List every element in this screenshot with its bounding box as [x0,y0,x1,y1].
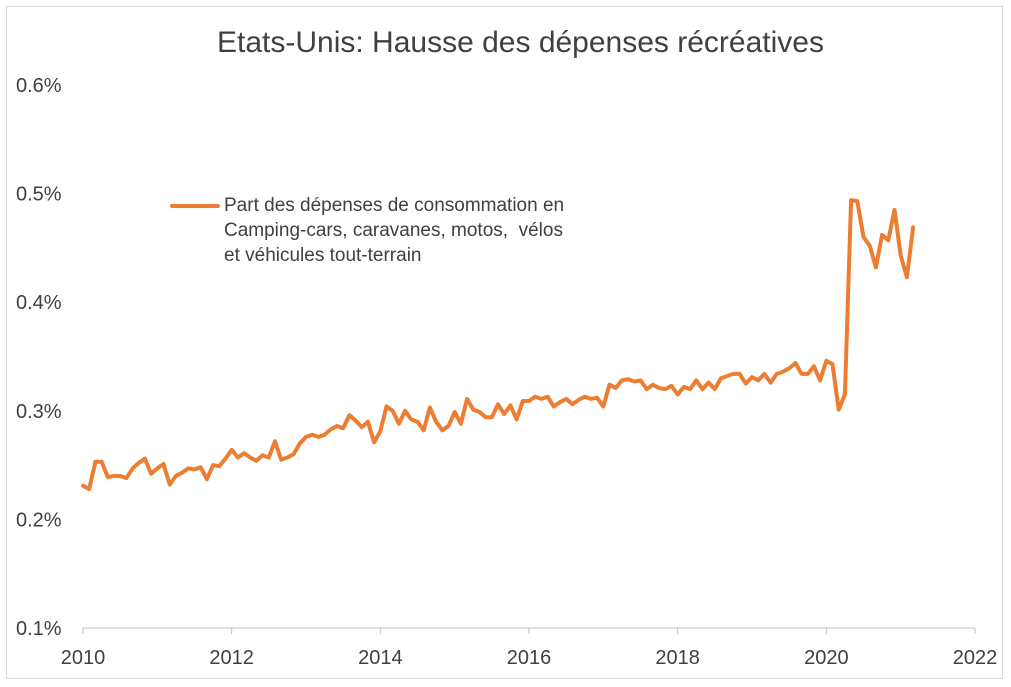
x-tick-label: 2012 [209,647,254,669]
chart-title: Etats-Unis: Hausse des dépenses récréati… [217,26,824,59]
legend-label-line: Camping-cars, caravanes, motos, vélos [224,220,563,241]
y-tick-label: 0.1% [16,618,62,640]
x-tick-label: 2022 [953,647,998,669]
legend-label: Part des dépenses de consommation en Cam… [224,193,624,268]
legend-swatch [170,204,220,208]
x-tick-label: 2014 [358,647,403,669]
chart-legend: Part des dépenses de consommation en Cam… [170,193,624,268]
y-tick-label: 0.4% [16,292,62,314]
y-tick-label: 0.3% [16,401,62,423]
series-line [81,198,916,491]
x-tick-label: 2018 [655,647,700,669]
chart-frame [6,6,1003,679]
x-tick-label: 2010 [61,647,106,669]
y-tick-label: 0.5% [16,184,62,206]
y-tick-label: 0.6% [16,75,62,97]
x-tick-label: 2020 [804,647,849,669]
x-tick-label: 2016 [507,647,552,669]
legend-label-line: Part des dépenses de consommation en [224,195,565,216]
legend-label-line: et véhicules tout-terrain [224,245,422,266]
y-tick-label: 0.2% [16,509,62,531]
